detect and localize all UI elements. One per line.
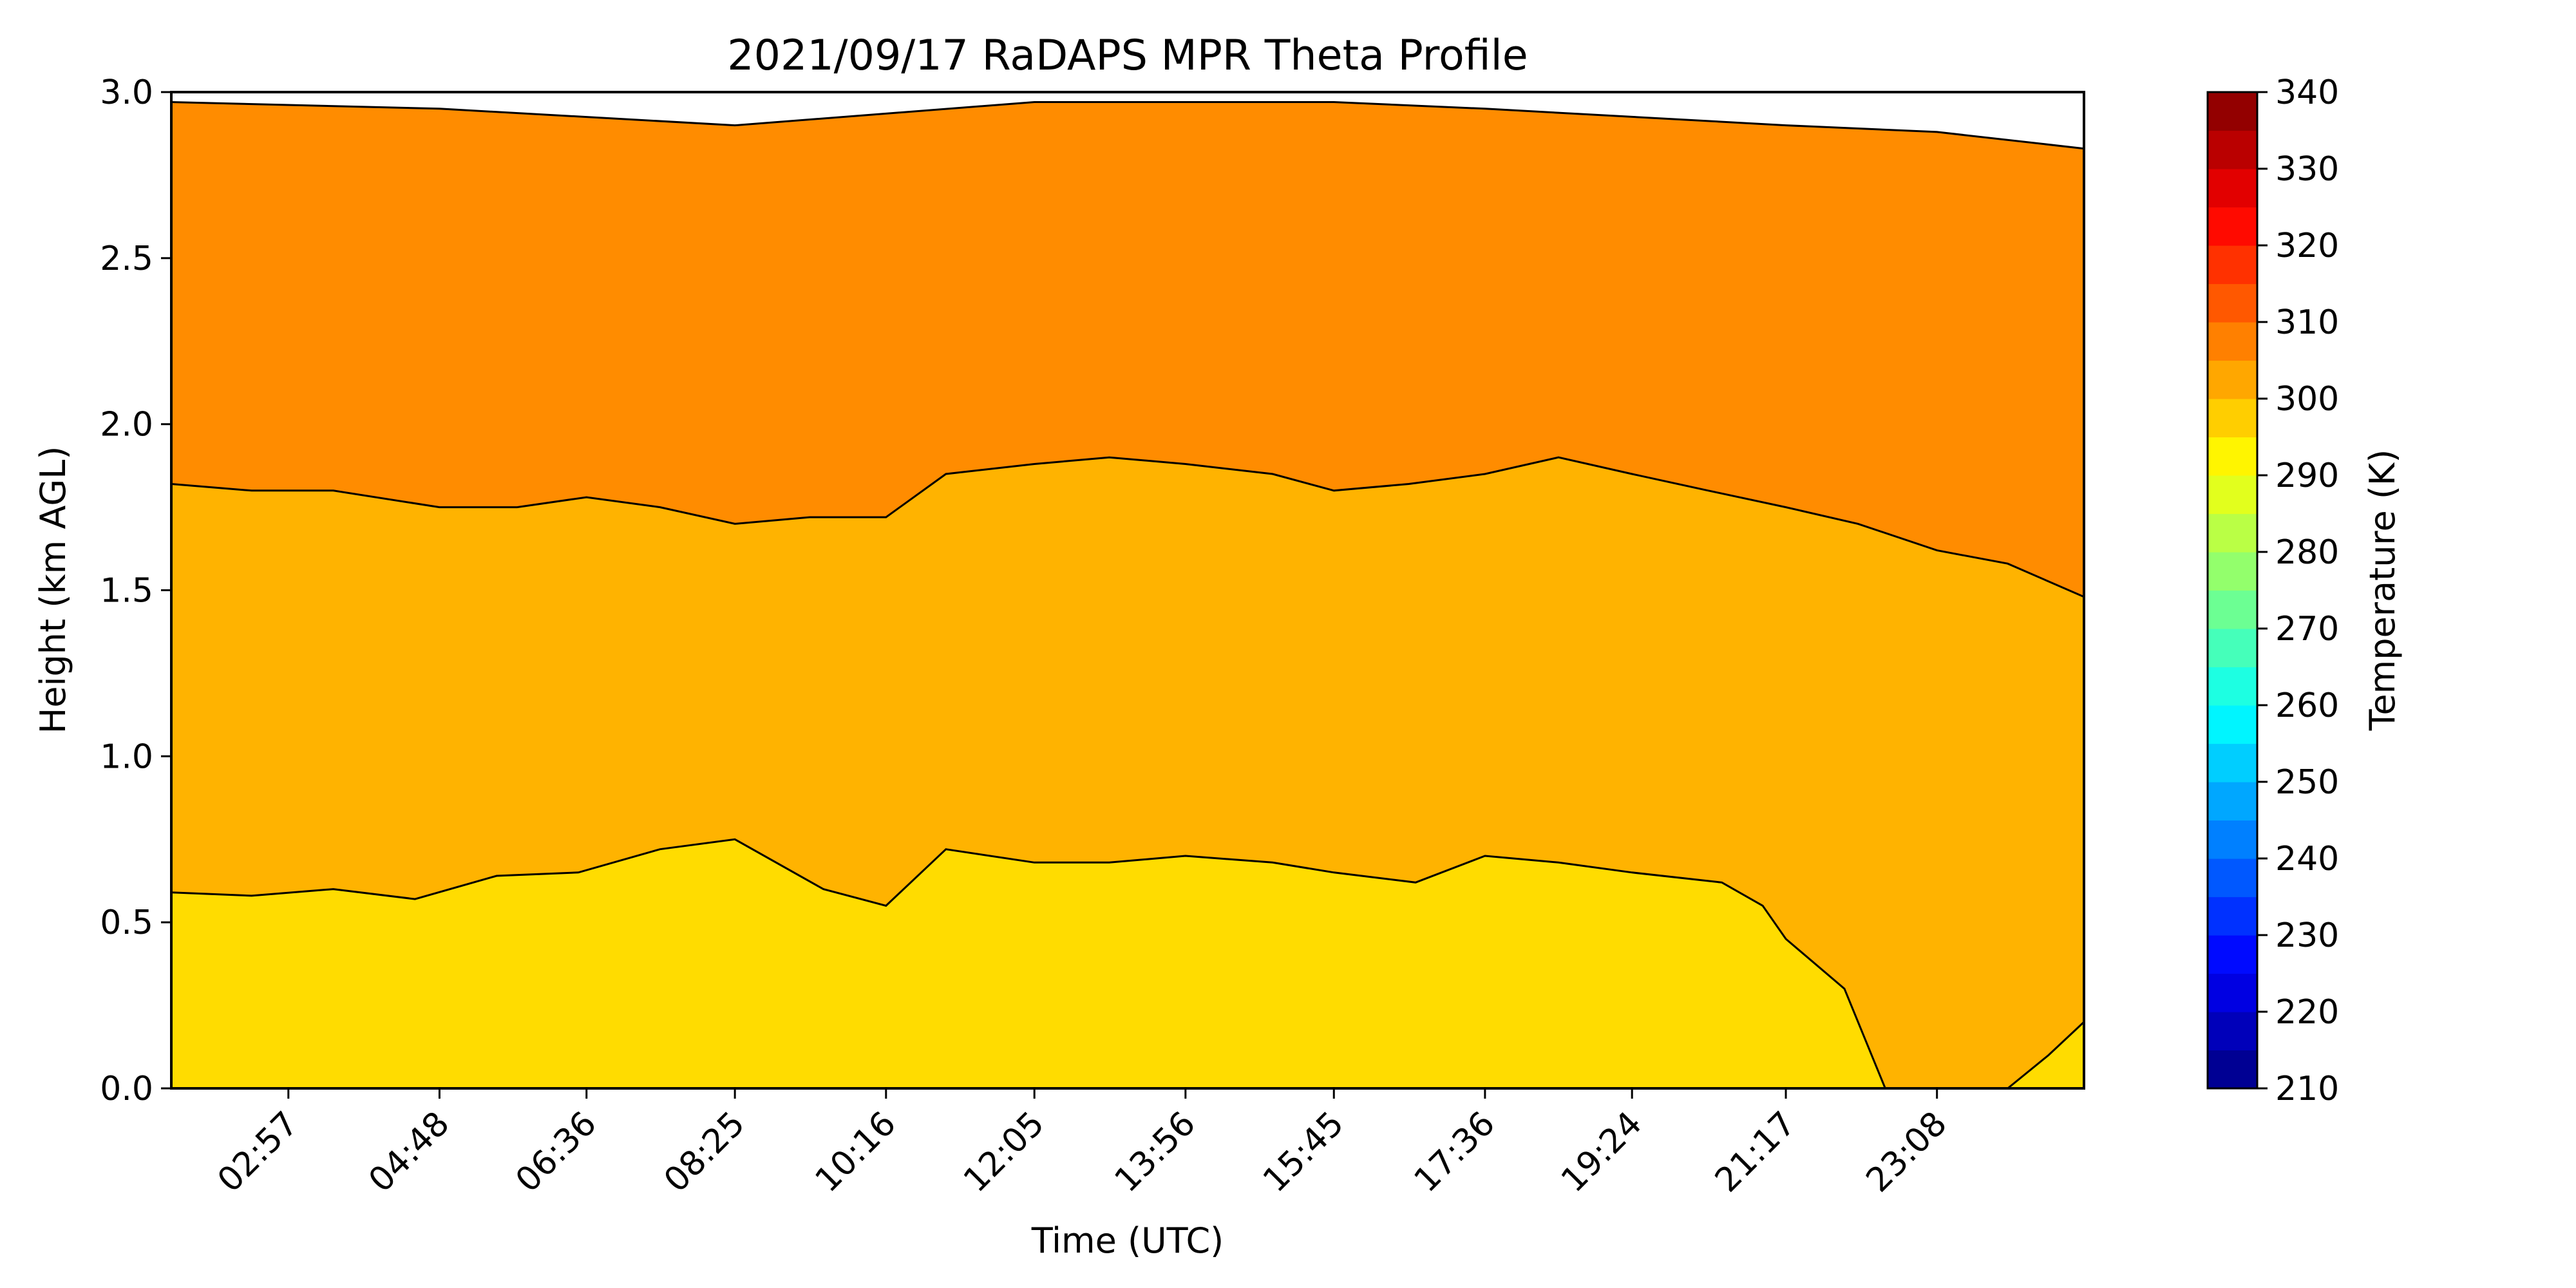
y-tick-label: 2.5 — [100, 240, 153, 278]
colorbar-segment — [2208, 283, 2257, 323]
colorbar-tick-label: 290 — [2275, 457, 2339, 495]
colorbar-segment — [2208, 92, 2257, 131]
x-tick-label: 12:05 — [956, 1104, 1052, 1200]
y-tick-label: 1.0 — [100, 737, 153, 776]
colorbar-tick-label: 340 — [2275, 73, 2339, 112]
contour-line-1 — [171, 456, 2085, 598]
colorbar-tick-label: 230 — [2275, 916, 2339, 955]
y-axis-label: Height (km AGL) — [33, 446, 73, 734]
colorbar-tick-label: 280 — [2275, 533, 2339, 572]
colorbar-segment — [2208, 629, 2257, 668]
colorbar-segment — [2208, 360, 2257, 399]
x-tick-label: 15:45 — [1256, 1104, 1351, 1200]
colorbar-segment — [2208, 322, 2257, 361]
plot-area — [170, 91, 2085, 1090]
colorbar-segment — [2208, 935, 2257, 974]
contour-line-2 — [171, 101, 2085, 150]
colorbar-segment — [2208, 245, 2257, 285]
x-axis: 02:57 04:48 06:36 08:25 10:16 12:05 13:56 15:45… — [211, 1088, 1955, 1200]
colorbar-segment — [2208, 1012, 2257, 1051]
x-tick-label: 23:08 — [1859, 1104, 1955, 1200]
colorbar-tick-label: 330 — [2275, 150, 2339, 189]
colorbar-segment — [2208, 169, 2257, 208]
colorbar-tick-label: 310 — [2275, 303, 2339, 342]
colorbar-segment — [2208, 973, 2257, 1012]
colorbar-tick-label: 220 — [2275, 993, 2339, 1032]
y-tick-label: 3.0 — [100, 73, 153, 112]
x-tick-label: 21:17 — [1708, 1104, 1803, 1200]
y-tick-label: 0.5 — [100, 904, 153, 942]
colorbar-segment — [2208, 667, 2257, 706]
colorbar-segment — [2208, 896, 2257, 936]
y-tick-label: 1.5 — [100, 572, 153, 611]
colorbar-segment — [2208, 207, 2257, 246]
colorbar-segment — [2208, 782, 2257, 821]
colorbar-tick-label: 270 — [2275, 610, 2339, 649]
x-tick-label: 02:57 — [211, 1104, 306, 1200]
x-tick-label: 17:36 — [1407, 1104, 1502, 1200]
colorbar: 210 220 230 240 250 260 270 280 290 300 310 320 330 3… — [2206, 73, 2339, 1108]
colorbar-segment — [2208, 437, 2257, 476]
colorbar-segment — [2208, 552, 2257, 591]
colorbar-tick-label: 260 — [2275, 687, 2339, 725]
x-tick-label: 06:36 — [509, 1104, 604, 1200]
x-tick-label: 08:25 — [657, 1104, 752, 1200]
x-axis-label: Time (UTC) — [1031, 1220, 1224, 1261]
colorbar-tick-label: 240 — [2275, 840, 2339, 878]
colorbar-segment — [2208, 1050, 2257, 1089]
colorbar-segment — [2208, 475, 2257, 515]
colorbar-tick-label: 300 — [2275, 380, 2339, 419]
colorbar-tick-label: 250 — [2275, 763, 2339, 802]
colorbar-segment — [2208, 705, 2257, 744]
colorbar-segment — [2208, 130, 2257, 169]
colorbar-segment — [2208, 590, 2257, 629]
colorbar-label: Temperature (K) — [2362, 450, 2403, 732]
x-tick-label: 13:56 — [1108, 1104, 1203, 1200]
colorbar-segment — [2208, 513, 2257, 553]
colorbar-segment — [2208, 743, 2257, 782]
colorbar-segment — [2208, 820, 2257, 859]
band-fill-0 — [171, 839, 2084, 1088]
colorbar-tick-label: 320 — [2275, 227, 2339, 265]
x-tick-label: 19:24 — [1554, 1104, 1649, 1200]
colorbar-segment — [2208, 858, 2257, 898]
chart-title: 2021/09/17 RaDAPS MPR Theta Profile — [727, 32, 1528, 80]
contour-line-0 — [171, 838, 2085, 1090]
y-axis: 0.0 0.5 1.0 1.5 2.0 2.5 3.0 — [100, 73, 171, 1108]
y-tick-label: 0.0 — [100, 1070, 153, 1108]
y-tick-label: 2.0 — [100, 406, 153, 444]
colorbar-tick-label: 210 — [2275, 1070, 2339, 1108]
colorbar-segment — [2208, 399, 2257, 438]
colorbar-frame — [2206, 91, 2259, 1090]
x-tick-label: 10:16 — [808, 1104, 904, 1200]
x-tick-label: 04:48 — [361, 1104, 457, 1200]
